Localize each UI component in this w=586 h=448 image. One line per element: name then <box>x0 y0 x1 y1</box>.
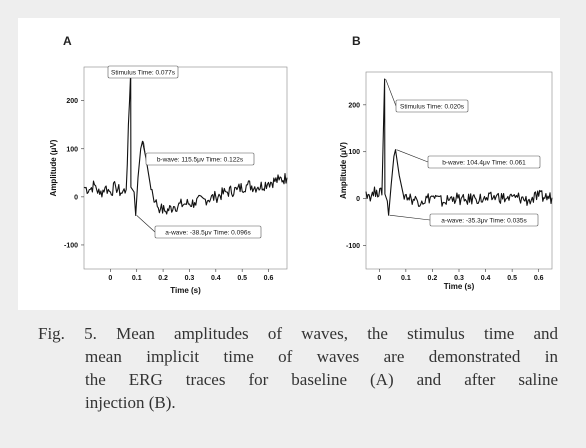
callout-bwave-text: b-wave: 115.5μv Time: 0.122s <box>157 156 244 163</box>
panel-a-erg-trace <box>83 71 288 216</box>
x-axis-title: Time (s) <box>444 282 475 291</box>
callout-box <box>154 225 262 239</box>
x-axis-title: Time (s) <box>170 286 201 295</box>
caption-line-4: injection (B). <box>85 393 176 412</box>
panel-b-axes: 200 100 0 -100 0 0.1 0.2 0.3 0.4 0.5 0.6 Amplitude … <box>339 71 553 291</box>
x-tick-label: 0.4 <box>481 275 491 282</box>
panel-a-label: A <box>63 34 72 48</box>
x-tick-label: 0.6 <box>534 275 544 282</box>
y-tick-label: 0 <box>74 194 78 201</box>
y-axis-title: Amplitude (μV) <box>49 139 58 196</box>
y-tick-label: 100 <box>348 149 360 156</box>
callout-awave-text: a-wave: -38.5μv Time: 0.096s <box>165 229 251 236</box>
panel-a-axes: 200 100 0 -100 0 0.1 0.2 0.3 0.4 0.5 0.6 Amplitude … <box>49 66 288 295</box>
x-tick-label: 0 <box>377 275 381 282</box>
panel-a-frame <box>83 66 288 270</box>
panel-a: A 200 100 0 -100 0 0.1 0.2 0.3 0.4 0.5 0.6 Amplitud… <box>49 34 288 295</box>
y-axis-title: Amplitude (μV) <box>339 142 348 199</box>
callout-bwave-text: b-wave: 104.4μv Time: 0.061 <box>442 159 526 166</box>
callout-box <box>395 99 469 113</box>
caption-line-3: the ERG traces for baseline (A) and afte… <box>85 370 558 389</box>
x-tick-label: 0.5 <box>507 275 517 282</box>
x-tick-label: 0.4 <box>211 275 221 282</box>
caption-line-1: Fig. 5. Mean amplitudes of waves, the st… <box>38 324 558 343</box>
callout-leader <box>143 141 147 160</box>
y-tick-label: -100 <box>64 242 78 249</box>
x-tick-label: 0.3 <box>185 275 195 282</box>
panel-a-trace <box>83 71 288 216</box>
y-tick-label: 200 <box>348 102 360 109</box>
x-tick-label: 0.1 <box>401 275 411 282</box>
x-tick-label: 0.6 <box>264 275 274 282</box>
x-tick-label: 0.2 <box>158 275 168 282</box>
callout-stimulus-text: Stimulus Time: 0.020s <box>400 103 465 110</box>
x-tick-label: 0.1 <box>132 275 142 282</box>
callout-leader <box>389 214 431 221</box>
panel-b-callouts: Stimulus Time: 0.020s b-wave: 104.4μv Tim… <box>385 78 541 227</box>
y-tick-label: 200 <box>66 98 78 105</box>
callout-leader <box>385 78 397 107</box>
callout-box <box>107 65 179 79</box>
panel-a-callouts: Stimulus Time: 0.077s b-wave: 115.5μv Tim… <box>107 65 262 239</box>
figure-caption: Fig. 5. Mean amplitudes of waves, the st… <box>38 322 558 414</box>
callout-stimulus-text: Stimulus Time: 0.077s <box>111 69 176 76</box>
panel-b: B 200 100 0 -100 0 0.1 0.2 0.3 0.4 0.5 0.6 Amplitud… <box>339 34 553 291</box>
callout-awave-text: a-wave: -35.3μv Time: 0.035s <box>441 217 527 224</box>
y-tick-label: 0 <box>356 196 360 203</box>
callout-box <box>427 155 541 169</box>
callout-box <box>429 213 539 227</box>
panel-b-trace <box>365 78 553 216</box>
figure-panel: A 200 100 0 -100 0 0.1 0.2 0.3 0.4 0.5 0.6 Amplitud… <box>18 18 560 310</box>
y-tick-label: -100 <box>346 243 360 250</box>
callout-leader <box>136 215 156 233</box>
callout-box <box>145 152 255 166</box>
x-tick-label: 0 <box>108 275 112 282</box>
panel-b-erg-trace <box>365 78 553 216</box>
y-tick-label: 100 <box>66 146 78 153</box>
caption-line-2: mean implicit time of waves are demonstr… <box>85 347 558 366</box>
erg-figure: A 200 100 0 -100 0 0.1 0.2 0.3 0.4 0.5 0.6 Amplitud… <box>49 34 553 295</box>
x-tick-label: 0.5 <box>237 275 247 282</box>
x-tick-label: 0.3 <box>454 275 464 282</box>
callout-leader <box>396 149 429 163</box>
panel-b-label: B <box>352 34 361 48</box>
x-tick-label: 0.2 <box>428 275 438 282</box>
